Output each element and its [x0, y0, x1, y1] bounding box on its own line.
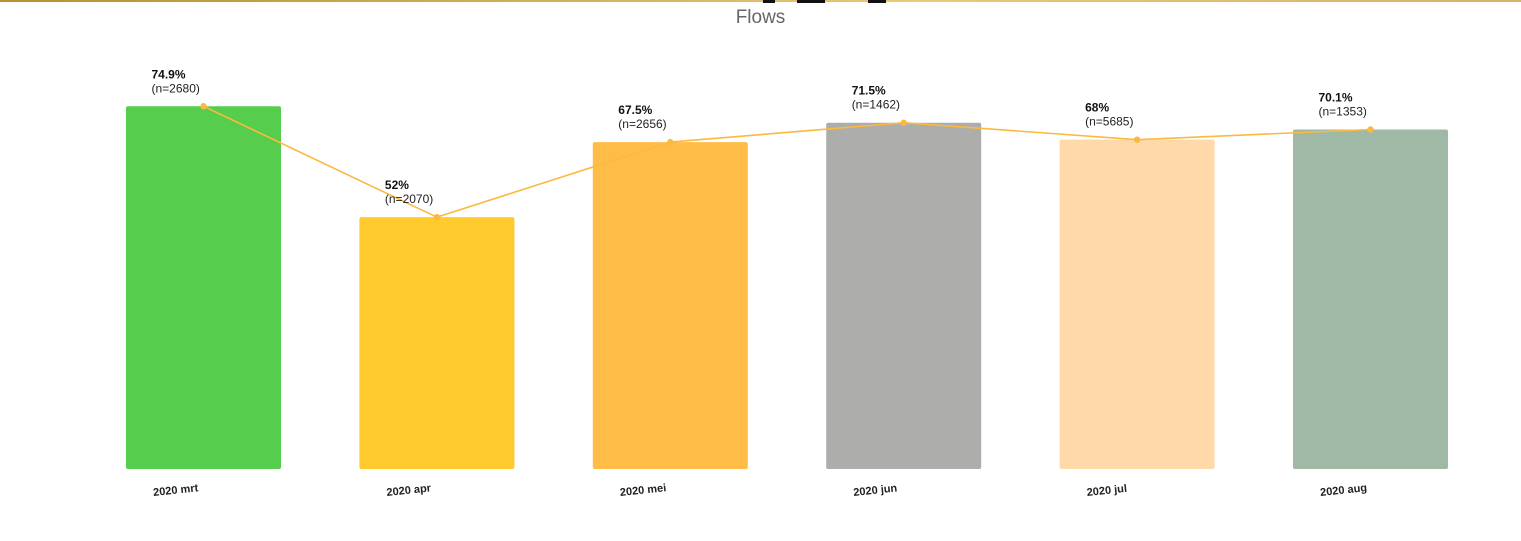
labels-layer: 74.9%(n=2680) 52%(n=2070) 67.5%(n=2656) 71.… — [152, 67, 1367, 206]
line-layer — [200, 103, 1374, 221]
line-point[interactable] — [667, 138, 674, 146]
line-point[interactable] — [900, 119, 907, 126]
top-mark — [763, 0, 775, 3]
line-point[interactable] — [433, 213, 441, 221]
chart-title: Flows — [735, 7, 786, 28]
data-label-percent: 70.1% — [1319, 91, 1353, 105]
data-label-percent: 67.5% — [618, 103, 652, 117]
x-tick-label: 2020 mei — [619, 482, 666, 499]
data-label-percent: 71.5% — [852, 84, 886, 98]
line-point[interactable] — [1133, 136, 1141, 143]
bar-2020-aug[interactable] — [1293, 129, 1448, 469]
x-tick-label: 2020 aug — [1320, 482, 1368, 499]
x-tick-label: 2020 apr — [386, 482, 432, 499]
x-axis-ticks: 2020 mrt 2020 apr 2020 mei 2020 jun 2020 jul… — [153, 482, 1368, 499]
top-border — [0, 0, 1521, 2]
line-point[interactable] — [200, 103, 207, 110]
data-label-count: (n=2680) — [152, 81, 200, 95]
x-tick-label: 2020 mrt — [153, 482, 200, 499]
data-label-count: (n=1462) — [852, 98, 900, 112]
line-point[interactable] — [1367, 126, 1374, 133]
overlay-line — [203, 105, 1371, 219]
data-label-percent: 74.9% — [152, 67, 186, 81]
bar-2020-mrt[interactable] — [126, 106, 281, 469]
bars-layer — [126, 106, 1448, 470]
x-tick-label: 2020 jun — [853, 482, 898, 499]
bar-2020-jul[interactable] — [1059, 139, 1215, 469]
data-label-percent: 68% — [1085, 101, 1109, 115]
data-label-count: (n=2656) — [618, 117, 666, 131]
data-label-count: (n=5685) — [1085, 115, 1133, 129]
top-mark — [797, 0, 825, 3]
data-label-count: (n=1353) — [1319, 105, 1367, 119]
bar-2020-apr[interactable] — [359, 217, 515, 469]
bar-2020-jun[interactable] — [826, 122, 982, 470]
bar-2020-mei[interactable] — [592, 142, 748, 469]
x-tick-label: 2020 jul — [1086, 483, 1127, 499]
data-label-percent: 52% — [385, 178, 409, 192]
data-label-count: (n=2070) — [385, 192, 433, 206]
top-mark — [868, 0, 886, 3]
